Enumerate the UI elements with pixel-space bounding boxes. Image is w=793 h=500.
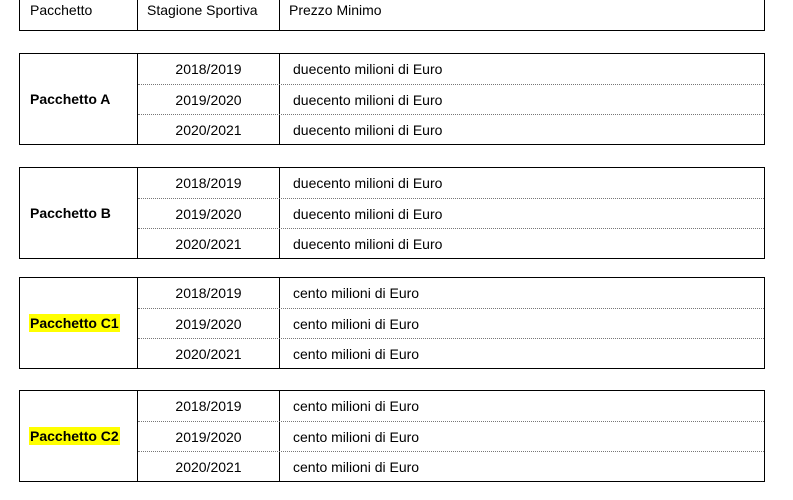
package-name: Pacchetto A xyxy=(30,91,111,107)
table-row: 2018/2019 duecento milioni di Euro xyxy=(138,168,764,198)
season-cell: 2020/2021 xyxy=(138,115,280,145)
price-cell: cento milioni di Euro xyxy=(293,429,420,445)
season-cell: 2019/2020 xyxy=(138,85,280,115)
table-row: 2020/2021 cento milioni di Euro xyxy=(138,338,764,369)
table-row: 2018/2019 duecento milioni di Euro xyxy=(138,54,764,84)
table-row: 2020/2021 duecento milioni di Euro xyxy=(138,228,764,259)
table-row: 2020/2021 cento milioni di Euro xyxy=(138,451,764,482)
price-cell: cento milioni di Euro xyxy=(293,398,420,414)
table-row: 2020/2021 duecento milioni di Euro xyxy=(138,114,764,145)
season-cell: 2020/2021 xyxy=(138,339,280,369)
table-row: 2019/2020 duecento milioni di Euro xyxy=(138,198,764,229)
header-stagione-sportiva: Stagione Sportiva xyxy=(138,0,280,30)
table-row: 2019/2020 cento milioni di Euro xyxy=(138,308,764,339)
season-cell: 2018/2019 xyxy=(138,391,280,421)
price-cell: duecento milioni di Euro xyxy=(293,236,443,252)
price-cell: cento milioni di Euro xyxy=(293,346,420,362)
header-pacchetto: Pacchetto xyxy=(20,0,138,30)
price-cell: duecento milioni di Euro xyxy=(293,92,443,108)
season-cell: 2018/2019 xyxy=(138,54,280,84)
package-table-b: Pacchetto B 2018/2019 duecento milioni d… xyxy=(19,167,765,259)
season-cell: 2020/2021 xyxy=(138,452,280,482)
package-label: Pacchetto C1 xyxy=(20,278,138,368)
price-cell: duecento milioni di Euro xyxy=(293,122,443,138)
price-cell: duecento milioni di Euro xyxy=(293,206,443,222)
season-cell: 2018/2019 xyxy=(138,168,280,198)
package-label: Pacchetto A xyxy=(20,54,138,144)
package-table-c2: Pacchetto C2 2018/2019 cento milioni di … xyxy=(19,390,765,482)
season-cell: 2019/2020 xyxy=(138,199,280,229)
package-name: Pacchetto B xyxy=(30,205,111,221)
table-row: 2019/2020 duecento milioni di Euro xyxy=(138,84,764,115)
table-row: 2018/2019 cento milioni di Euro xyxy=(138,391,764,421)
season-cell: 2020/2021 xyxy=(138,229,280,259)
table-row: 2018/2019 cento milioni di Euro xyxy=(138,278,764,308)
price-cell: duecento milioni di Euro xyxy=(293,175,443,191)
price-cell: cento milioni di Euro xyxy=(293,459,420,475)
season-cell: 2019/2020 xyxy=(138,422,280,452)
price-cell: cento milioni di Euro xyxy=(293,316,420,332)
price-cell: cento milioni di Euro xyxy=(293,285,420,301)
package-label: Pacchetto B xyxy=(20,168,138,258)
header-prezzo-minimo: Prezzo Minimo xyxy=(289,2,382,18)
package-table-a: Pacchetto A 2018/2019 duecento milioni d… xyxy=(19,53,765,145)
season-cell: 2019/2020 xyxy=(138,309,280,339)
package-name: Pacchetto C1 xyxy=(29,314,120,332)
price-cell: duecento milioni di Euro xyxy=(293,61,443,77)
table-row: 2019/2020 cento milioni di Euro xyxy=(138,421,764,452)
season-cell: 2018/2019 xyxy=(138,278,280,308)
package-label: Pacchetto C2 xyxy=(20,391,138,481)
header-table: Pacchetto Stagione Sportiva Prezzo Minim… xyxy=(19,0,765,31)
package-name: Pacchetto C2 xyxy=(29,427,120,445)
package-table-c1: Pacchetto C1 2018/2019 cento milioni di … xyxy=(19,277,765,369)
